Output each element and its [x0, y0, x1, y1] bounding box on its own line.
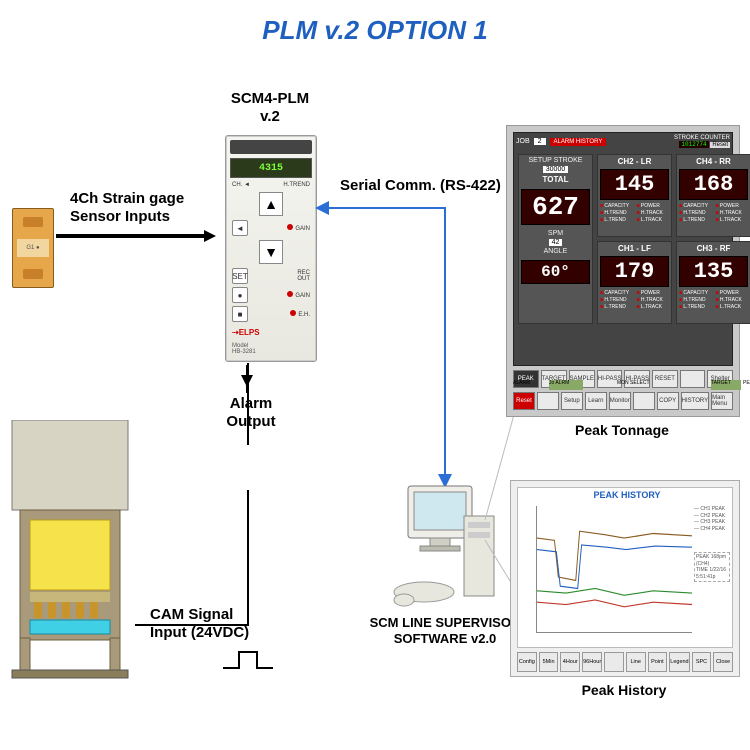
history-button[interactable]: SPC: [692, 652, 712, 672]
peak-tonnage-screenshot: JOB 2 ALARM HISTORY STROKE COUNTER 10127…: [506, 125, 740, 417]
history-button[interactable]: Point: [648, 652, 668, 672]
alarm-output-line: [130, 360, 290, 640]
device-model: Model HB-3281: [232, 343, 256, 355]
peak-history-screenshot: PEAK HISTORY — CH1 PEAK— CH2 PEAK— CH3 P…: [510, 480, 740, 677]
down-button[interactable]: ▼: [259, 240, 283, 264]
history-button[interactable]: Close: [713, 652, 733, 672]
history-button[interactable]: [604, 652, 624, 672]
up-button[interactable]: ▲: [259, 192, 283, 216]
serial-comm-label: Serial Comm. (RS-422): [340, 177, 501, 195]
tonnage-cell: CH1 - LF179 CAPACITYPOWERH.TRENDH.TRACKL…: [597, 241, 672, 324]
history-button[interactable]: Legend: [669, 652, 689, 672]
page-title: PLM v.2 OPTION 1: [0, 15, 750, 46]
serial-arrow: [315, 196, 455, 496]
device-lcd: 4315: [230, 158, 312, 178]
tonnage-cell: CH2 - LR145 CAPACITYPOWERH.TRENDH.TRACKL…: [597, 154, 672, 237]
device-label-text: SCM4-PLM v.2: [231, 90, 309, 125]
computer-icon: [390, 480, 500, 610]
pulse-icon: [223, 648, 273, 672]
tonnage-center: SETUP STROKE30000 TOTAL627 SPM42 ANGLE60…: [518, 154, 593, 324]
sensor-input-label: 4Ch Strain gage Sensor Inputs: [70, 190, 184, 226]
strain-gage-sensor: G1 ●: [12, 208, 54, 288]
cam-signal-label: CAM Signal Input (24VDC): [150, 606, 249, 642]
left-button[interactable]: ◄: [232, 220, 248, 236]
press-machine-icon: [0, 420, 140, 680]
tonnage-cell: CH3 - RF135 CAPACITYPOWERH.TRENDH.TRACKL…: [676, 241, 750, 324]
history-button[interactable]: 4Hour: [560, 652, 580, 672]
history-button[interactable]: 96Hour: [582, 652, 602, 672]
history-button[interactable]: 5Min: [539, 652, 559, 672]
set-button[interactable]: SET: [232, 268, 248, 284]
rec-button[interactable]: ●: [232, 287, 248, 303]
history-button[interactable]: Line: [626, 652, 646, 672]
scm4-plm-device: 4315 CH. ◄H.TREND ▲ ◄GAIN ▼ SETRECOUT ●G…: [225, 135, 317, 362]
peak-tonnage-caption: Peak Tonnage: [506, 422, 738, 438]
history-button[interactable]: Config: [517, 652, 537, 672]
peak-history-caption: Peak History: [510, 682, 738, 698]
device-label: SCM4-PLM v.2: [200, 90, 340, 126]
aux-button[interactable]: ■: [232, 306, 248, 322]
tonnage-cell: CH4 - RR168 CAPACITYPOWERH.TRENDH.TRACKL…: [676, 154, 750, 237]
